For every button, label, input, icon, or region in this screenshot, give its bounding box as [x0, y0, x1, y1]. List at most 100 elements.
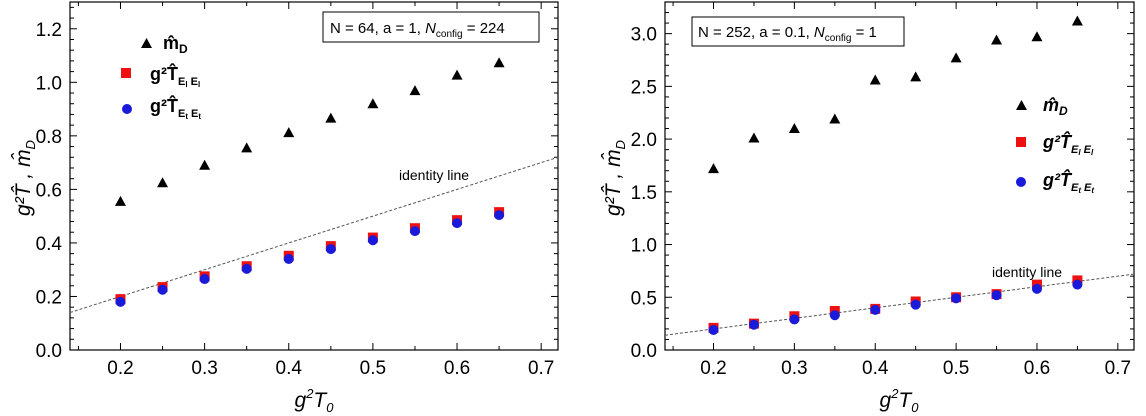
- right-point-T-Et: [829, 310, 840, 321]
- left-panel: 0.2 0.3 0.4 0.5 0.6 0.70.00.20.40.60.81.01.2 …: [12, 1, 559, 415]
- left-point-mD: [114, 195, 126, 206]
- right-point-mD: [708, 163, 720, 174]
- left-point-T-Et: [452, 218, 463, 229]
- legend-triangle-icon: [1016, 100, 1027, 110]
- left-plot-frame: [69, 1, 559, 351]
- legend-label-TEt: g²T̂Et Et: [150, 95, 201, 121]
- left-point-T-Et: [157, 284, 168, 295]
- right-x-tick-label: 0.7: [1105, 358, 1131, 379]
- left-point-T-Et: [283, 253, 294, 264]
- left-y-tick-label: 1.0: [36, 73, 62, 94]
- left-point-mD: [283, 127, 295, 138]
- right-y-axis-label: g²T̂ , m̂D: [602, 140, 628, 216]
- right-point-T-Et: [910, 299, 921, 310]
- left-identity-line: [69, 156, 559, 313]
- left-ticks: 0.2 0.3 0.4 0.5 0.6 0.7 0.0 0.2 0.4 0.6 0.8 1.0 1.2: [36, 2, 558, 379]
- left-identity-line-label: identity line: [399, 167, 469, 183]
- right-point-T-Et: [1072, 279, 1083, 290]
- left-point-mD: [241, 142, 253, 153]
- right-identity-line: [664, 273, 1135, 336]
- left-info-text: N = 64, a = 1, Nconfig = 224: [330, 20, 505, 40]
- left-legend: m̂D g²T̂El El g²T̂Et Et: [121, 33, 201, 121]
- right-y-tick-label: 2.0: [631, 130, 657, 151]
- left-x-tick-label: 0.2: [107, 358, 133, 379]
- legend-circle-icon: [1016, 177, 1026, 187]
- right-y-tick-label: 1.5: [631, 183, 657, 204]
- right-y-tick-label: 2.5: [631, 77, 657, 98]
- right-point-mD: [950, 52, 962, 63]
- left-point-T-Et: [241, 263, 252, 274]
- right-x-tick-label: 0.3: [781, 358, 807, 379]
- right-point-mD: [1031, 31, 1043, 42]
- left-y-tick-label: 0.2: [36, 287, 62, 308]
- left-point-mD: [325, 112, 337, 123]
- legend-label-TEl: g²T̂El El: [150, 63, 200, 89]
- right-panel: 0.2 0.3 0.4 0.5 0.6 0.70.00.51.01.52.02.53.0 …: [602, 1, 1135, 415]
- right-point-mD: [829, 113, 841, 124]
- left-x-tick-label: 0.7: [528, 358, 554, 379]
- left-y-tick-label: 0.8: [36, 127, 62, 148]
- right-data-marks: [708, 15, 1083, 335]
- right-info-box: [691, 16, 905, 47]
- left-point-mD: [451, 69, 463, 80]
- left-point-mD: [199, 159, 211, 170]
- left-point-T-Et: [325, 244, 336, 255]
- right-x-axis-label: g2T0: [880, 386, 920, 415]
- left-point-T-Et: [409, 226, 420, 237]
- left-point-mD: [367, 98, 379, 109]
- left-point-mD: [157, 177, 169, 188]
- left-x-tick-label: 0.5: [360, 358, 386, 379]
- legend-label-TEl: g²T̂El El: [1042, 131, 1094, 157]
- right-point-mD: [1071, 15, 1083, 26]
- right-point-mD: [910, 71, 922, 82]
- right-x-tick-label: 0.2: [700, 358, 726, 379]
- right-point-mD: [869, 74, 881, 85]
- right-point-mD: [748, 132, 760, 143]
- right-y-tick-label: 0.0: [631, 341, 657, 362]
- left-x-axis-label: g2T0: [295, 386, 335, 415]
- left-point-T-Et: [494, 210, 505, 221]
- legend-triangle-icon: [141, 38, 152, 48]
- legend-label-mD: m̂D: [1043, 95, 1068, 118]
- right-info-text: N = 252, a = 0.1, Nconfig = 1: [698, 24, 877, 44]
- left-info-box: [322, 11, 540, 43]
- legend-label-mD: m̂D: [163, 33, 188, 56]
- right-y-tick-label: 1.0: [631, 236, 657, 257]
- right-legend: m̂D g²T̂El El g²T̂Et Et: [1016, 95, 1094, 195]
- right-x-tick-label: 0.4: [862, 358, 889, 379]
- left-y-tick-label: 0.0: [36, 341, 62, 362]
- right-point-mD: [991, 34, 1003, 45]
- right-plot-frame: [664, 1, 1135, 351]
- left-y-tick-label: 0.4: [36, 234, 63, 255]
- legend-circle-icon: [122, 104, 132, 114]
- left-y-tick-label: 1.2: [36, 20, 62, 41]
- legend-square-icon: [1016, 137, 1026, 147]
- right-x-tick-label: 0.5: [943, 358, 969, 379]
- right-point-T-Et: [1031, 283, 1042, 294]
- right-point-T-Et: [789, 314, 800, 325]
- left-x-tick-label: 0.3: [191, 358, 217, 379]
- right-point-T-Et: [748, 319, 759, 330]
- left-point-T-Et: [199, 274, 210, 285]
- left-data-marks: [114, 57, 505, 307]
- left-point-T-Et: [367, 235, 378, 246]
- right-y-tick-label: 0.5: [631, 288, 657, 309]
- right-point-mD: [788, 123, 800, 134]
- left-x-tick-label: 0.6: [444, 358, 470, 379]
- right-y-tick-label: 3.0: [631, 25, 657, 46]
- left-x-tick-label: 0.4: [276, 358, 303, 379]
- right-point-T-Et: [991, 290, 1002, 301]
- left-y-axis-label: g²T̂ , m̂D: [12, 140, 38, 216]
- right-point-T-Et: [870, 304, 881, 315]
- right-point-T-Et: [708, 324, 719, 335]
- left-point-mD: [409, 85, 421, 96]
- left-point-T-Et: [115, 296, 126, 307]
- left-point-mD: [493, 57, 505, 68]
- legend-label-TEt: g²T̂Et Et: [1042, 169, 1094, 195]
- legend-square-icon: [121, 68, 131, 78]
- right-identity-line-label: identity line: [992, 264, 1062, 280]
- right-ticks: 0.2 0.3 0.4 0.5 0.6 0.7 0.0 0.5 1.0 1.5 2.0 2.5 3.0: [631, 1, 1134, 379]
- right-x-tick-label: 0.6: [1024, 358, 1050, 379]
- left-y-tick-label: 0.6: [36, 180, 62, 201]
